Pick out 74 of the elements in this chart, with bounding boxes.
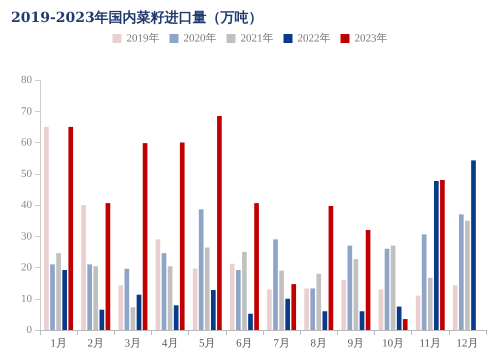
bar [210,290,216,330]
bar [162,253,166,330]
x-tick-label: 10月 [382,338,404,350]
bar [291,284,296,330]
x-tick-label: 2月 [88,338,104,350]
bar [50,264,55,330]
bar [328,206,334,330]
bar [348,246,352,330]
bar [360,311,364,330]
bar [434,180,439,330]
bar [402,319,408,330]
bar [87,264,92,330]
bar [44,126,49,330]
bar [68,126,74,330]
bar [341,280,346,330]
x-tick-label: 8月 [310,338,327,350]
bar [192,268,198,330]
bar [106,203,110,330]
bar [124,268,130,330]
bar [366,230,370,330]
bar [174,305,178,330]
x-tick-label: 1月 [50,338,67,350]
x-tick-label: 4月 [162,338,178,350]
y-tick-label: 40 [21,199,32,211]
x-tick-label: 12月 [456,338,478,350]
y-tick-label: 10 [21,292,32,305]
bar [62,270,67,330]
bar [459,214,464,330]
bar [378,289,384,330]
legend-label: 2022年 [298,32,330,44]
bar [99,310,104,330]
bar [180,142,185,330]
bar [273,239,278,330]
bar [118,285,124,330]
bar [248,314,253,330]
bar [230,264,235,330]
x-tick-label: 9月 [348,338,364,350]
y-tick-label: 80 [21,74,32,86]
bar [198,209,204,330]
y-tick-label: 20 [21,262,32,274]
y-tick-label: 50 [21,168,32,180]
bar [156,239,160,330]
x-tick-label: 5月 [199,338,216,350]
x-tick-label: 7月 [273,338,290,350]
bar [440,180,445,330]
bar [81,205,86,330]
legend-label: 2020年 [184,32,216,44]
bar [142,143,148,330]
y-tick-label: 0 [26,324,32,336]
x-tick-label: 11月 [419,338,442,350]
bar [471,160,476,330]
bar [136,294,142,330]
bar [310,288,316,330]
legend-label: 2019年 [126,32,160,44]
bar [422,234,427,330]
legend-label: 2021年 [240,32,274,44]
y-tick-label: 70 [21,105,32,118]
legend-label: 2023年 [354,32,388,44]
bar [267,289,272,330]
bar [254,203,259,330]
bar [322,311,328,330]
x-tick-label: 3月 [124,338,142,350]
x-tick-label: 6月 [236,338,253,350]
bar [304,288,309,330]
bar [217,116,222,330]
y-tick-label: 30 [21,230,32,242]
y-tick-label: 60 [21,136,32,148]
bar [452,285,458,330]
bar [285,298,290,330]
bar [396,306,402,330]
bar [384,248,390,330]
chart-title: 2019-2023年国内菜籽进口量（万吨） [11,10,263,26]
bar [236,270,241,330]
bar [416,296,420,330]
